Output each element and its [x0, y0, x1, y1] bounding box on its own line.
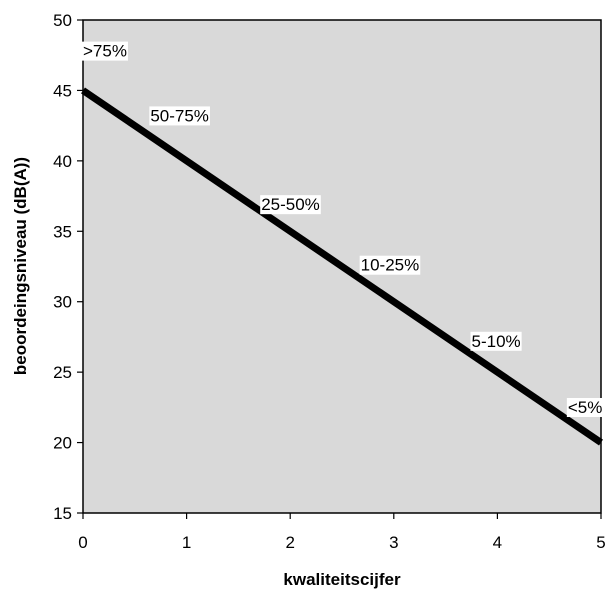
- annotation-label: 5-10%: [470, 331, 522, 351]
- annotation-text: 5-10%: [472, 332, 521, 351]
- annotation-background: [566, 397, 604, 417]
- annotation-label: >75%: [82, 41, 128, 61]
- y-tick-label: 25: [53, 363, 72, 382]
- annotation-background: [82, 41, 128, 61]
- annotation-text: >75%: [83, 42, 127, 61]
- y-tick-label: 20: [53, 434, 72, 453]
- x-tick-label: 3: [389, 533, 398, 552]
- y-tick-label: 35: [53, 222, 72, 241]
- x-tick-label: 1: [182, 533, 191, 552]
- series-line: [81, 87, 603, 446]
- annotation-label: <5%: [566, 397, 604, 417]
- series-group: [81, 87, 603, 446]
- x-tick-label: 2: [285, 533, 294, 552]
- annotation-group: >75% 50-75% 25-50% 10-25% 5-10% <5%: [82, 41, 604, 417]
- annotation-text: 10-25%: [361, 256, 420, 275]
- y-axis: 15 20 25 30 35 40 45 50: [53, 11, 83, 523]
- annotation-background: [470, 331, 522, 351]
- y-tick-label: 40: [53, 152, 72, 171]
- annotation-text: 50-75%: [150, 106, 209, 125]
- x-axis-title: kwaliteitscijfer: [283, 570, 401, 589]
- annotation-label: 10-25%: [359, 255, 421, 275]
- y-axis-title: beoordeingsniveau (dB(A)): [11, 157, 30, 375]
- y-tick-label: 15: [53, 504, 72, 523]
- y-tick-label: 45: [53, 81, 72, 100]
- x-tick-label: 0: [78, 533, 87, 552]
- annotation-background: [260, 195, 321, 215]
- annotation-background: [359, 255, 421, 275]
- annotation-label: 50-75%: [149, 106, 210, 126]
- annotation-text: 25-50%: [261, 195, 320, 214]
- x-tick-label: 4: [493, 533, 502, 552]
- annotation-background: [149, 106, 210, 126]
- x-axis: 0 1 2 3 4 5: [78, 513, 606, 552]
- y-tick-label: 50: [53, 11, 72, 30]
- x-tick-label: 5: [596, 533, 605, 552]
- y-tick-label: 30: [53, 293, 72, 312]
- annotation-label: 25-50%: [260, 195, 321, 215]
- annotation-text: <5%: [568, 398, 603, 417]
